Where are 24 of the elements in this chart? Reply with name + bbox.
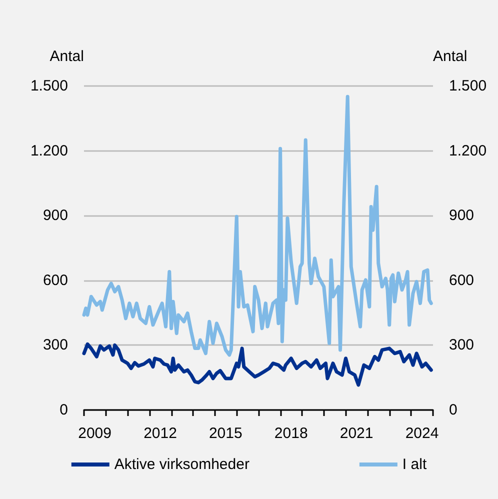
y-tick-label: 300 bbox=[42, 336, 68, 354]
y2-axis-title: Antal bbox=[433, 48, 468, 65]
line-series bbox=[82, 342, 433, 387]
y2-tick-label: 0 bbox=[449, 402, 458, 418]
y-tick-label: 900 bbox=[42, 207, 68, 224]
x-tick-label: 2024 bbox=[405, 425, 439, 442]
y-axis-title: Antal bbox=[50, 48, 84, 65]
x-tick-label: 2009 bbox=[78, 425, 112, 442]
y2-tick-label: 1.500 bbox=[449, 78, 487, 94]
legend-label: Aktive virksomheder bbox=[114, 456, 250, 473]
y-tick-label: 600 bbox=[42, 272, 68, 289]
x-tick-label: 2015 bbox=[208, 425, 242, 442]
y2-tick-label: 900 bbox=[449, 207, 474, 224]
legend-label: I alt bbox=[402, 456, 428, 473]
line-series bbox=[82, 94, 433, 357]
y2-tick-label: 1.200 bbox=[449, 142, 487, 160]
y-tick-label: 1.200 bbox=[30, 142, 68, 160]
x-tick-label: 2012 bbox=[144, 425, 177, 442]
y-tick-label: 1.500 bbox=[30, 78, 68, 94]
y2-tick-label: 600 bbox=[449, 272, 474, 289]
x-tick-label: 2021 bbox=[340, 425, 374, 442]
y-tick-label: 0 bbox=[60, 402, 68, 418]
x-tick-label: 2018 bbox=[274, 425, 308, 442]
y2-tick-label: 300 bbox=[449, 336, 474, 354]
